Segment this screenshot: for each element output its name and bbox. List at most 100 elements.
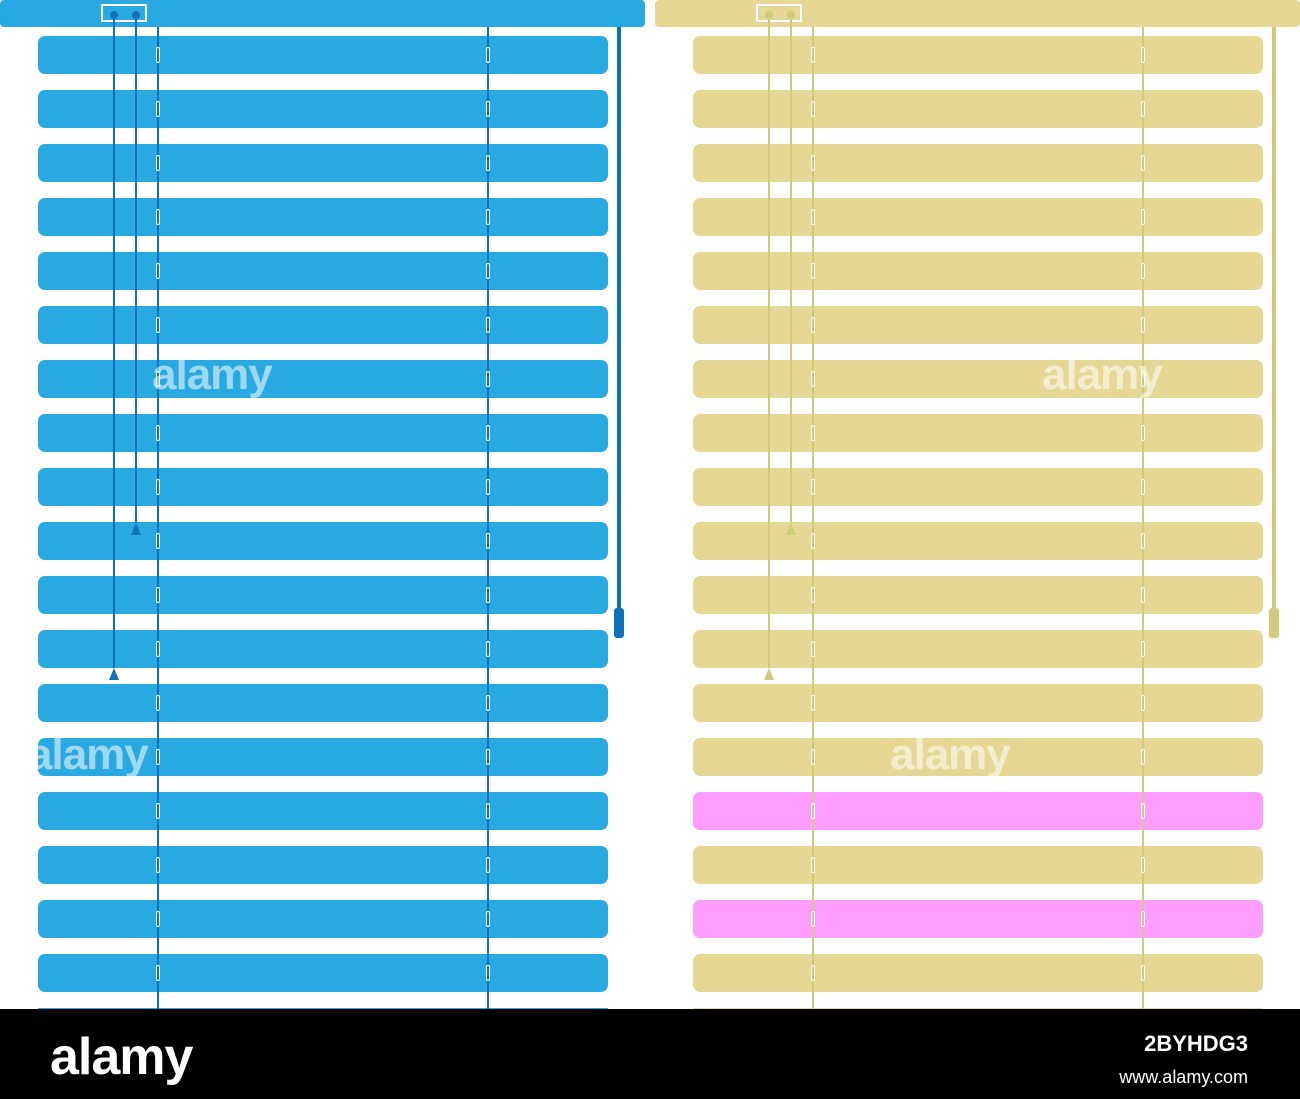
blind-slat — [38, 684, 608, 722]
cord-tassel — [131, 523, 141, 535]
wand-tip — [614, 608, 624, 638]
headrail — [655, 0, 1300, 27]
ladder-slot — [156, 695, 160, 711]
blind-slat — [38, 36, 608, 74]
ladder-slot — [1141, 263, 1145, 279]
blind-slat — [693, 198, 1263, 236]
ladder-slot — [486, 479, 490, 495]
ladder-slot — [1141, 47, 1145, 63]
cord-bead — [787, 11, 795, 19]
ladder-slot — [811, 695, 815, 711]
blue-blind — [0, 0, 645, 1009]
pull-cord — [135, 16, 137, 523]
ladder-slot — [811, 317, 815, 333]
cord-bead — [132, 11, 140, 19]
ladder-slot — [1141, 101, 1145, 117]
ladder-slot — [156, 101, 160, 117]
ladder-slot — [1141, 317, 1145, 333]
blind-slat — [38, 198, 608, 236]
ladder-slot — [486, 47, 490, 63]
cord-tassel — [786, 523, 796, 535]
ladder-slot — [156, 371, 160, 387]
watermark-footer: alamy 2BYHDG3 www.alamy.com — [0, 1009, 1300, 1099]
ladder-slot — [1141, 641, 1145, 657]
ladder-slot — [156, 749, 160, 765]
ladder-slot — [811, 155, 815, 171]
ladder-slot — [486, 371, 490, 387]
headrail — [0, 0, 645, 27]
pull-cord — [790, 16, 792, 523]
cord-bead — [765, 11, 773, 19]
blind-slat — [38, 468, 608, 506]
blind-slat — [693, 900, 1263, 938]
tilt-mechanism-box — [756, 4, 802, 22]
ladder-slot — [811, 479, 815, 495]
ladder-slot — [486, 209, 490, 225]
blind-slat — [38, 954, 608, 992]
ladder-slot — [156, 425, 160, 441]
ladder-slot — [156, 803, 160, 819]
ladder-slot — [486, 263, 490, 279]
ladder-slot — [1141, 479, 1145, 495]
ladder-slot — [156, 857, 160, 873]
ladder-string — [1142, 27, 1144, 1009]
blind-slat — [693, 306, 1263, 344]
watermark-text: alamy — [28, 730, 149, 779]
blind-slat — [693, 1008, 1263, 1009]
blind-slat — [693, 36, 1263, 74]
ladder-string — [487, 27, 489, 1009]
ladder-slot — [156, 47, 160, 63]
blind-slat — [693, 522, 1263, 560]
blind-slat — [38, 792, 608, 830]
ladder-slot — [1141, 371, 1145, 387]
ladder-slot — [486, 911, 490, 927]
ladder-slot — [156, 587, 160, 603]
ladder-slot — [811, 371, 815, 387]
blind-slat — [693, 90, 1263, 128]
ladder-slot — [486, 749, 490, 765]
blind-slat — [38, 252, 608, 290]
blind-slat — [693, 684, 1263, 722]
ladder-slot — [1141, 911, 1145, 927]
ladder-slot — [1141, 587, 1145, 603]
cord-tassel — [764, 668, 774, 680]
blind-slat — [693, 846, 1263, 884]
ladder-slot — [156, 641, 160, 657]
watermark-text: alamy — [890, 730, 1011, 779]
ladder-string — [157, 27, 159, 1009]
ladder-slot — [156, 965, 160, 981]
tilt-wand — [617, 27, 621, 610]
ladder-slot — [1141, 695, 1145, 711]
pull-cord — [113, 16, 115, 668]
ladder-slot — [811, 965, 815, 981]
watermark-text: alamy — [1042, 350, 1163, 399]
wand-tip — [1269, 608, 1279, 638]
ladder-slot — [486, 587, 490, 603]
beige-blind — [655, 0, 1300, 1009]
image-id: 2BYHDG3 — [1144, 1031, 1248, 1056]
ladder-slot — [156, 479, 160, 495]
ladder-slot — [1141, 803, 1145, 819]
blind-slat — [693, 144, 1263, 182]
blind-slat — [693, 738, 1263, 776]
ladder-slot — [486, 857, 490, 873]
ladder-slot — [486, 317, 490, 333]
ladder-slot — [156, 317, 160, 333]
tilt-wand — [1272, 27, 1276, 610]
ladder-slot — [811, 533, 815, 549]
blind-slat — [693, 576, 1263, 614]
ladder-slot — [811, 641, 815, 657]
ladder-slot — [486, 425, 490, 441]
tilt-mechanism-box — [101, 4, 147, 22]
blind-slat — [38, 630, 608, 668]
blind-slat — [38, 900, 608, 938]
ladder-slot — [1141, 155, 1145, 171]
ladder-slot — [811, 749, 815, 765]
blind-slat — [38, 414, 608, 452]
ladder-slot — [486, 965, 490, 981]
ladder-slot — [811, 803, 815, 819]
cord-bead — [110, 11, 118, 19]
ladder-slot — [811, 911, 815, 927]
ladder-slot — [1141, 749, 1145, 765]
ladder-slot — [486, 695, 490, 711]
